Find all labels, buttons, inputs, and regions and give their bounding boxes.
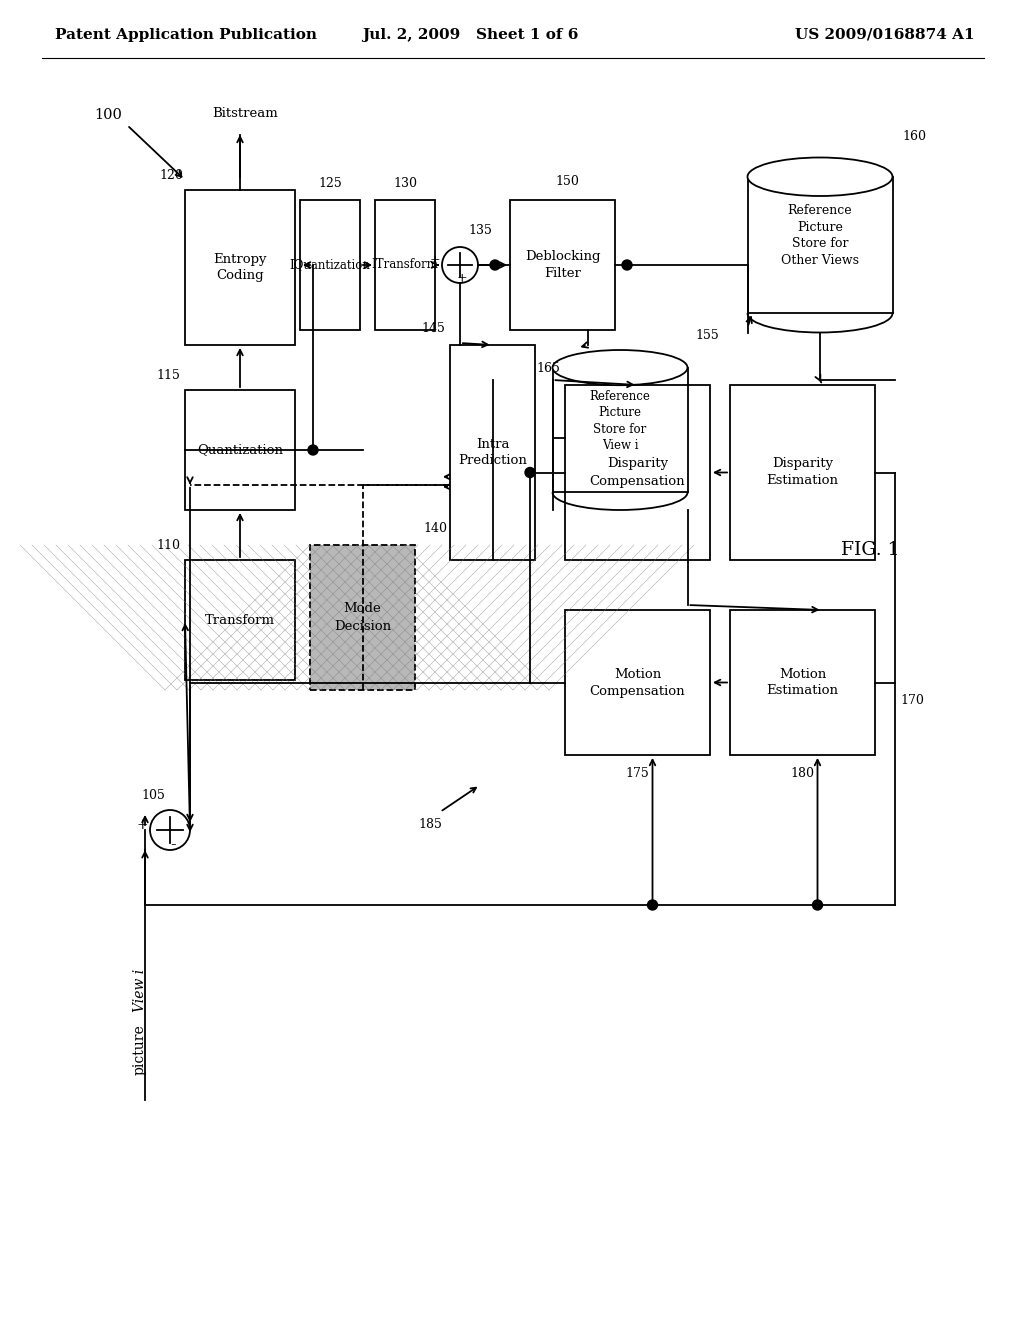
Text: IQuantization: IQuantization	[290, 259, 371, 272]
Text: Deblocking
Filter: Deblocking Filter	[524, 249, 600, 280]
Text: Motion
Estimation: Motion Estimation	[767, 668, 839, 697]
Text: ITransform: ITransform	[372, 259, 438, 272]
Bar	[375, 201, 435, 330]
Text: Entropy
Coding: Entropy Coding	[213, 252, 266, 282]
Circle shape	[812, 900, 822, 909]
Text: Jul. 2, 2009   Sheet 1 of 6: Jul. 2, 2009 Sheet 1 of 6	[361, 28, 579, 42]
Text: 150: 150	[556, 176, 580, 187]
Text: 130: 130	[393, 177, 417, 190]
Text: Quantization: Quantization	[197, 444, 283, 457]
Circle shape	[490, 260, 500, 271]
Text: -: -	[170, 837, 176, 854]
Text: Disparity
Compensation: Disparity Compensation	[590, 458, 685, 487]
Circle shape	[622, 260, 632, 271]
Circle shape	[308, 445, 318, 455]
Text: 120: 120	[159, 169, 183, 182]
Text: 155: 155	[695, 329, 719, 342]
Text: 165: 165	[537, 362, 560, 375]
Text: 175: 175	[626, 767, 649, 780]
Text: Disparity
Estimation: Disparity Estimation	[767, 458, 839, 487]
Text: Patent Application Publication: Patent Application Publication	[55, 28, 317, 42]
Text: FIG. 1: FIG. 1	[841, 541, 899, 558]
Text: 105: 105	[141, 789, 165, 803]
Text: 180: 180	[791, 767, 814, 780]
Bar	[185, 560, 295, 680]
Text: Bitstream: Bitstream	[212, 107, 278, 120]
Text: 100: 100	[94, 108, 122, 121]
Text: 185: 185	[418, 818, 442, 832]
Circle shape	[525, 467, 535, 478]
Text: Mode
Decision: Mode Decision	[334, 602, 391, 632]
Text: 135: 135	[468, 224, 492, 238]
Text: 160: 160	[902, 129, 927, 143]
Circle shape	[647, 900, 657, 909]
Text: +: +	[136, 818, 147, 832]
Text: picture: picture	[133, 1024, 147, 1076]
Text: Reference
Picture
Store for
View i: Reference Picture Store for View i	[590, 389, 650, 453]
Text: 125: 125	[318, 177, 342, 190]
Bar	[510, 201, 615, 330]
Text: Transform: Transform	[205, 614, 275, 627]
Bar	[450, 345, 535, 560]
Text: 115: 115	[156, 370, 180, 381]
Bar	[185, 389, 295, 510]
Bar	[300, 201, 360, 330]
Text: 145: 145	[421, 322, 445, 335]
Text: 110: 110	[156, 539, 180, 552]
Bar	[185, 190, 295, 345]
Bar	[730, 385, 874, 560]
Bar	[565, 610, 710, 755]
Text: 170: 170	[900, 693, 924, 706]
Text: 140: 140	[423, 521, 447, 535]
Bar	[565, 385, 710, 560]
Text: Reference
Picture
Store for
Other Views: Reference Picture Store for Other Views	[781, 205, 859, 267]
Text: View i: View i	[133, 969, 147, 1011]
Ellipse shape	[748, 157, 893, 195]
Bar	[310, 545, 415, 690]
Text: +: +	[457, 272, 467, 285]
Text: Motion
Compensation: Motion Compensation	[590, 668, 685, 697]
Text: +: +	[430, 253, 440, 267]
Ellipse shape	[553, 350, 687, 385]
Text: Intra
Prediction: Intra Prediction	[458, 437, 527, 467]
Text: US 2009/0168874 A1: US 2009/0168874 A1	[796, 28, 975, 42]
Bar	[730, 610, 874, 755]
